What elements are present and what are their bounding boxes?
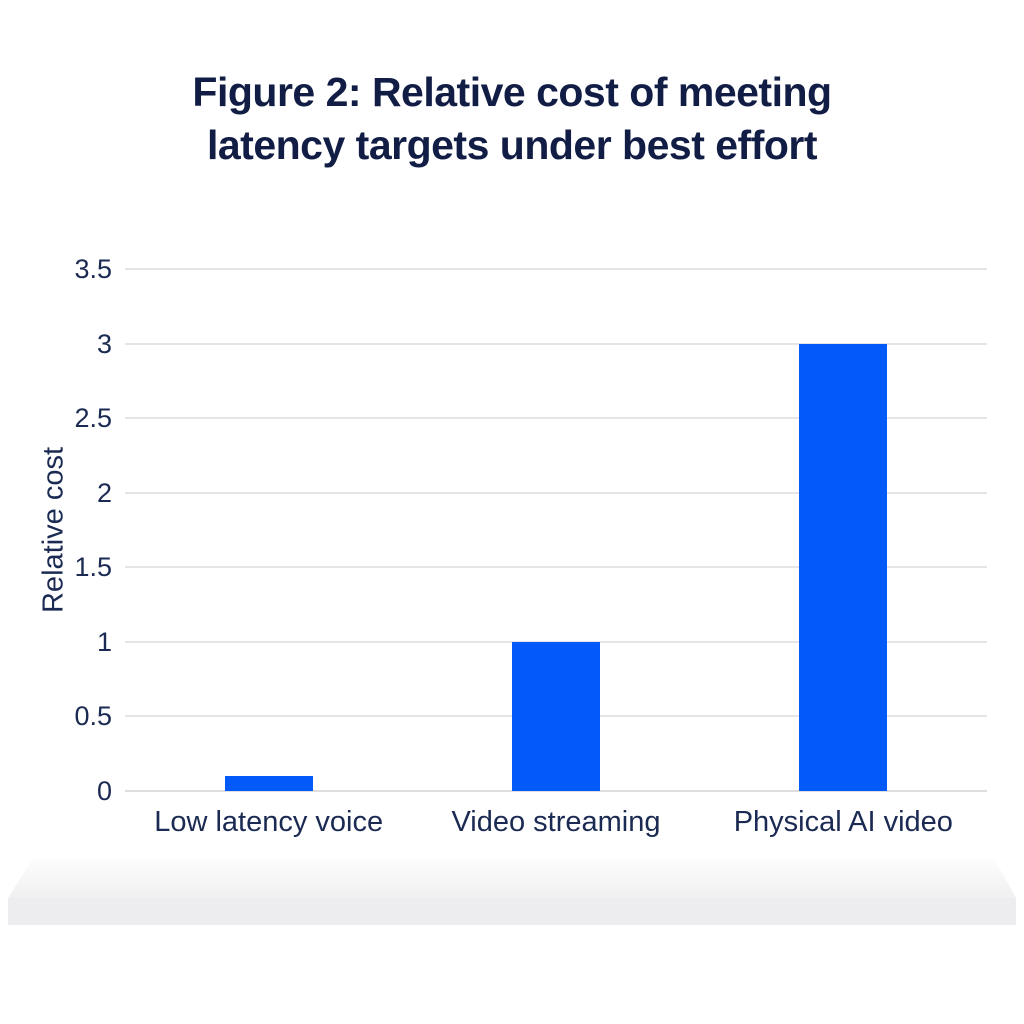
chart-title-line-2: latency targets under best effort xyxy=(206,122,818,168)
y-tick-label-3: 3 xyxy=(96,328,112,359)
x-tick-label-1: Video streaming xyxy=(451,806,661,838)
y-axis-title: Relative cost xyxy=(37,446,70,614)
x-tick-label-2: Physical AI video xyxy=(733,806,953,838)
bar-physical-ai-video xyxy=(799,343,888,791)
y-tick-label-0.5: 0.5 xyxy=(74,701,112,732)
gridline-y-3 xyxy=(125,342,987,345)
gridline-y-1 xyxy=(125,640,987,643)
gridline-y-1.5 xyxy=(125,566,987,569)
y-tick-label-1.5: 1.5 xyxy=(74,552,112,583)
y-tick-label-2: 2 xyxy=(96,477,112,508)
gridline-y-2.5 xyxy=(125,417,987,420)
pedestal-top-face xyxy=(8,858,1016,898)
pedestal-front-face xyxy=(8,898,1016,925)
y-tick-label-3.5: 3.5 xyxy=(74,254,112,284)
chart-title-line-1: Figure 2: Relative cost of meeting xyxy=(192,69,832,115)
y-tick-label-2.5: 2.5 xyxy=(74,403,112,434)
y-tick-label-1: 1 xyxy=(96,626,112,657)
plot-area xyxy=(125,268,987,792)
y-tick-label-0: 0 xyxy=(96,776,112,806)
gridline-y-0 xyxy=(125,790,987,792)
x-tick-label-0: Low latency voice xyxy=(154,806,384,838)
gridline-y-3.5 xyxy=(125,268,987,270)
chart-title: Figure 2: Relative cost of meeting laten… xyxy=(0,66,1024,172)
bar-low-latency-voice xyxy=(224,776,313,791)
bar-video-streaming xyxy=(512,641,600,791)
gridline-y-2 xyxy=(125,491,987,494)
